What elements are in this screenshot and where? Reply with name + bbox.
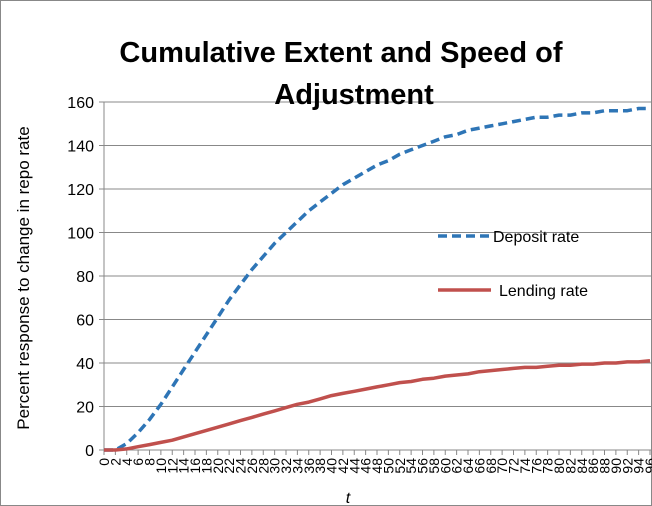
- x-tick-label: 76: [528, 458, 544, 474]
- x-tick-label: 40: [324, 458, 340, 474]
- x-tick-label: 32: [278, 458, 294, 474]
- y-tick-label: 100: [67, 226, 94, 243]
- y-axis-label: Percent response to change in repo rate: [14, 126, 33, 429]
- series-line-1: [104, 359, 651, 452]
- x-tick-label: 44: [346, 458, 362, 474]
- x-axis-label: t: [346, 490, 351, 506]
- x-tick-label: 28: [255, 458, 271, 474]
- y-tick-label: 140: [67, 139, 94, 156]
- x-tick-label: 54: [403, 458, 419, 474]
- y-tick-label: 40: [76, 356, 94, 373]
- x-tick-label: 6: [130, 458, 146, 466]
- legend-label-1: Lending rate: [499, 283, 588, 300]
- x-tick-label: 78: [540, 458, 556, 474]
- x-tick-label: 94: [631, 458, 647, 474]
- x-tick-label: 80: [551, 458, 567, 474]
- x-tick-label: 24: [233, 458, 249, 474]
- x-tick-label: 56: [415, 458, 431, 474]
- x-tick-label: 86: [585, 458, 601, 474]
- x-tick-label: 4: [119, 458, 135, 466]
- x-tick-label: 74: [517, 458, 533, 474]
- x-tick-label: 82: [562, 458, 578, 474]
- series-line-0: [104, 106, 650, 452]
- x-tick-label: 96: [642, 458, 652, 474]
- x-tick-label: 58: [426, 458, 442, 474]
- x-tick-label: 42: [335, 458, 351, 474]
- y-tick-label: 120: [67, 182, 94, 199]
- x-tick-label: 14: [176, 458, 192, 474]
- y-tick-label: 20: [76, 400, 94, 417]
- x-tick-label: 18: [198, 458, 214, 474]
- chart-title-line-1: Cumulative Extent and Speed of: [119, 37, 562, 69]
- x-tick-label: 26: [244, 458, 260, 474]
- x-tick-label: 22: [221, 458, 237, 474]
- x-tick-label: 84: [574, 458, 590, 474]
- x-tick-label: 52: [392, 458, 408, 474]
- x-tick-label: 92: [619, 458, 635, 474]
- x-tick-label: 38: [312, 458, 328, 474]
- legend-label-0: Deposit rate: [493, 229, 579, 246]
- x-tick-label: 88: [597, 458, 613, 474]
- y-tick-label: 60: [76, 313, 94, 330]
- x-tick-label: 70: [494, 458, 510, 474]
- x-tick-label: 36: [301, 458, 317, 474]
- x-tick-label: 10: [153, 458, 169, 474]
- x-tick-label: 60: [437, 458, 453, 474]
- x-tick-label: 64: [460, 458, 476, 474]
- x-tick-label: 46: [358, 458, 374, 474]
- x-tick-label: 48: [369, 458, 385, 474]
- y-tick-label: 160: [67, 95, 94, 112]
- x-tick-label: 12: [164, 458, 180, 474]
- x-tick-label: 20: [210, 458, 226, 474]
- x-tick-label: 0: [96, 458, 112, 466]
- y-tick-label: 0: [85, 443, 94, 460]
- y-tick-label: 80: [76, 269, 94, 286]
- x-tick-label: 90: [608, 458, 624, 474]
- x-tick-label: 2: [107, 458, 123, 466]
- chart-title-line-2: Adjustment: [274, 79, 434, 111]
- x-tick-label: 50: [380, 458, 396, 474]
- x-tick-label: 8: [142, 458, 158, 466]
- x-tick-label: 30: [267, 458, 283, 474]
- x-tick-label: 66: [471, 458, 487, 474]
- x-tick-label: 68: [483, 458, 499, 474]
- x-tick-label: 16: [187, 458, 203, 474]
- x-tick-label: 62: [449, 458, 465, 474]
- x-tick-label: 72: [506, 458, 522, 474]
- x-tick-label: 34: [289, 458, 305, 474]
